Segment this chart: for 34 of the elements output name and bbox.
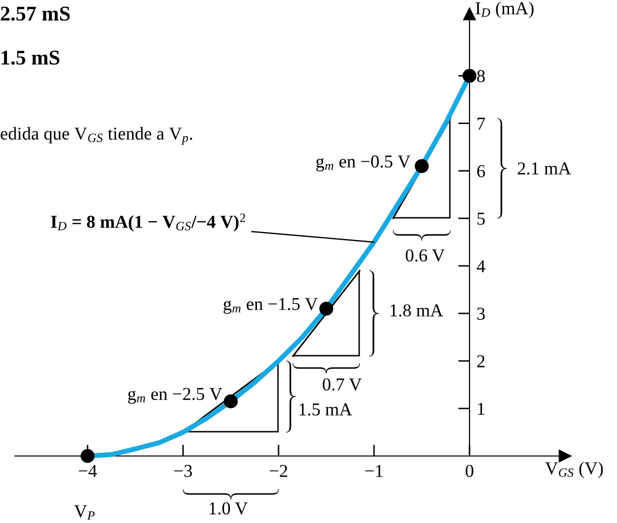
annotation: I$_{D}$ = 8 mA(1 − V$_{GS}$/−4 V)$^{2}$ (50, 214, 246, 232)
annotation: g$_{m}$ en −0.5 V (316, 155, 410, 172)
point (319, 302, 334, 316)
point (224, 394, 238, 408)
annotation: 2.57 mS (0, 6, 70, 21)
point (414, 159, 429, 174)
annotation: 1.8 mA (390, 304, 444, 317)
x-tick-label: −4 (78, 464, 97, 477)
y-tick-label: 7 (478, 118, 485, 130)
y-tick-label: 2 (477, 355, 484, 368)
y-tick-label: 6 (477, 165, 485, 178)
y-tick-label: 8 (477, 70, 485, 82)
annotation: 0.7 V (322, 378, 362, 391)
annotation: 1.5 mA (300, 403, 352, 416)
point (80, 449, 95, 463)
y-tick-label: 5 (478, 212, 485, 225)
x-tick-label: −2 (270, 464, 288, 477)
y-axis-title: I$_{D}$ (mA) (476, 2, 534, 18)
x-tick-label: 0 (466, 464, 474, 478)
x-tick-label: −3 (174, 464, 192, 478)
annotation: g$_{m}$ en −1.5 V (224, 298, 318, 314)
y-tick-label: 1 (478, 402, 484, 415)
annotation: edida que V$_{GS}$ tiende a V$_{p}$. (0, 127, 192, 145)
annotation: 0.6 V (406, 249, 445, 262)
annotation: 1.5 mS (2, 50, 60, 65)
point (462, 68, 476, 83)
x-axis-title: V$_{GS}$ (V) (545, 462, 603, 478)
text: 1.0 V (210, 502, 248, 515)
y-tick-label: 4 (476, 260, 486, 272)
annotation: 2.1 mA (518, 162, 572, 175)
x-tick-label: −1 (365, 464, 383, 477)
annotation: V$_{P}$ (74, 505, 95, 520)
y-tick-label: 3 (477, 308, 485, 320)
annotation: g$_{m}$ en −2.5 V (128, 388, 222, 404)
